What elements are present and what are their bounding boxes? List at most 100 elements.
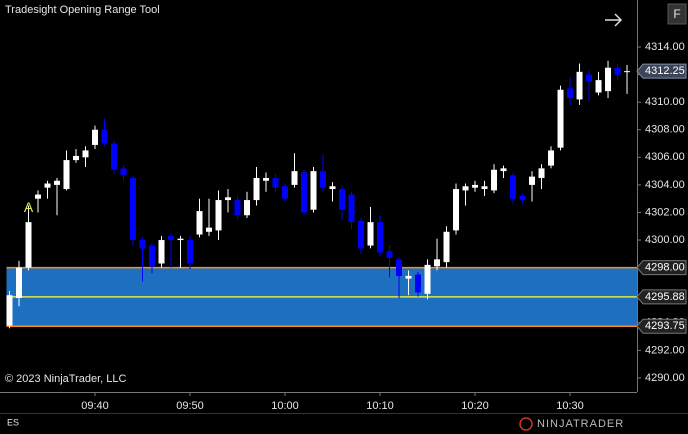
candle-body — [434, 259, 441, 267]
candle-body — [177, 238, 184, 241]
candle-body — [367, 222, 374, 246]
candle-body — [111, 143, 118, 170]
y-tick-label: 4304.00 — [645, 179, 685, 191]
range-mid-flag — [636, 289, 687, 305]
candle-body — [253, 178, 260, 201]
candle-body — [415, 274, 422, 293]
y-tick-label: 4306.00 — [645, 151, 685, 163]
brand-logo: NINJATRADER — [537, 418, 624, 430]
candle-body — [358, 220, 365, 249]
y-tick-label: 4302.00 — [645, 206, 685, 218]
candle-body — [272, 178, 279, 188]
y-tick-label: 4308.00 — [645, 124, 685, 136]
candle-body — [339, 189, 346, 210]
candle-body — [443, 231, 450, 263]
candle-body — [101, 129, 108, 144]
candle-body — [139, 240, 146, 249]
candle-body — [44, 183, 51, 188]
candle-body — [206, 227, 213, 232]
candle-body — [614, 67, 621, 75]
candle-body — [54, 180, 61, 185]
candle-body — [320, 171, 327, 188]
arrow-button[interactable] — [605, 13, 623, 27]
x-tick-label: 10:30 — [556, 400, 584, 412]
candle-body — [567, 88, 574, 99]
range-high-flag-label: 4298.00 — [645, 262, 685, 274]
candle-body — [63, 160, 70, 190]
candle-body — [291, 171, 298, 185]
x-tick-label: 10:10 — [366, 400, 394, 412]
chart-title: Tradesight Opening Range Tool — [5, 4, 160, 16]
range-high-flag — [636, 260, 687, 276]
candle-body — [462, 186, 469, 191]
plot-area: A — [6, 60, 638, 329]
candle-body — [35, 194, 42, 199]
candle-body — [396, 259, 403, 276]
last-price-flag — [636, 63, 687, 79]
candle-body — [386, 251, 393, 258]
x-tick-label: 10:20 — [461, 400, 489, 412]
candle-body — [25, 222, 32, 268]
candle-body — [329, 186, 336, 190]
candle-body — [73, 155, 80, 161]
f-button[interactable] — [667, 3, 687, 25]
candle-body — [576, 71, 583, 100]
candle-body — [510, 175, 517, 199]
candle-body — [225, 197, 232, 201]
candle-body — [187, 240, 194, 264]
candle-body — [472, 184, 479, 188]
annotation: A — [24, 199, 34, 215]
candle-body — [405, 275, 412, 279]
candle-body — [168, 235, 175, 241]
x-tick-label: 10:00 — [271, 400, 299, 412]
candle-body — [453, 189, 460, 231]
candle-body — [158, 240, 165, 264]
brand-icon — [519, 417, 533, 431]
candle-body — [529, 176, 536, 185]
y-tick-label: 4290.00 — [645, 372, 685, 384]
y-tick-label: 4310.00 — [645, 96, 685, 108]
candle-body — [348, 194, 355, 223]
candle-body — [481, 186, 488, 190]
last-price-flag-label: 4312.25 — [645, 65, 685, 77]
candle-body — [130, 178, 137, 241]
x-tick-label: 09:40 — [81, 400, 109, 412]
copyright: © 2023 NinjaTrader, LLC — [5, 373, 126, 385]
candle-body — [149, 245, 156, 267]
y-tick-label: 4292.00 — [645, 344, 685, 356]
y-tick-label: 4314.00 — [645, 41, 685, 53]
candle-body — [500, 168, 507, 172]
candle-body — [491, 169, 498, 191]
candle-body — [244, 200, 251, 216]
candle-body — [282, 186, 289, 199]
candle-body — [234, 200, 241, 216]
range-low-flag-label: 4293.75 — [645, 320, 685, 332]
candle-body — [82, 150, 89, 158]
candle-body — [538, 168, 545, 179]
candle-body — [16, 267, 23, 298]
candle-body — [548, 150, 555, 166]
x-tick-label: 09:50 — [176, 400, 204, 412]
f-button-label[interactable]: F — [673, 7, 680, 21]
candle-body — [595, 80, 602, 93]
candle-body — [557, 89, 564, 148]
y-tick-label: 4300.00 — [645, 234, 685, 246]
candle-body — [377, 222, 384, 253]
range-mid-flag-label: 4295.88 — [645, 291, 685, 303]
candle-body — [424, 264, 431, 294]
candle-body — [624, 71, 631, 73]
candle-body — [310, 171, 317, 210]
candle-body — [605, 67, 612, 92]
candle-body — [519, 195, 526, 201]
candle-body — [6, 295, 13, 326]
candle-body — [92, 129, 99, 145]
candle-body — [586, 74, 593, 82]
candle-body — [215, 200, 222, 231]
candle-body — [120, 168, 127, 176]
candle-body — [196, 211, 203, 235]
candle-body — [301, 172, 308, 213]
candle-body — [263, 178, 270, 181]
instrument: ES — [7, 417, 19, 427]
